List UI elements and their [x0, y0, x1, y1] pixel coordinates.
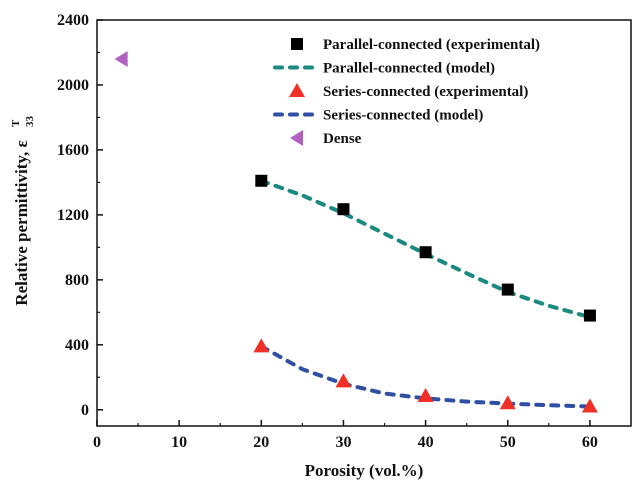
x-tick-label: 50	[500, 434, 516, 451]
y-tick-label: 1600	[57, 142, 89, 159]
series-layer	[114, 50, 598, 413]
legend-symbol-0	[291, 38, 303, 50]
y-tick-label: 2400	[57, 12, 89, 29]
data-point-2	[417, 387, 434, 402]
y-tick-label: 400	[65, 337, 89, 354]
x-tick-label: 40	[418, 434, 434, 451]
x-tick-label: 10	[171, 434, 187, 451]
y-axis-title-sub: 33	[24, 116, 36, 128]
legend-label-4: Dense	[323, 131, 362, 147]
x-tick-label: 20	[253, 434, 269, 451]
data-point-0	[337, 203, 350, 216]
legend-symbol-4	[290, 130, 303, 146]
y-tick-label: 1200	[57, 207, 89, 224]
y-tick-label: 2000	[57, 77, 89, 94]
y-axis-title-sup: T	[10, 119, 22, 127]
data-point-0	[583, 309, 596, 322]
series-line-3	[259, 344, 592, 409]
legend-label-0: Parallel-connected (experimental)	[323, 37, 540, 53]
x-axis-title: Porosity (vol.%)	[305, 461, 424, 480]
y-tick-label: 800	[65, 272, 89, 289]
data-point-2	[499, 395, 516, 410]
legend-symbol-2	[289, 83, 305, 97]
data-point-4	[114, 50, 128, 67]
x-tick-label: 0	[93, 434, 101, 451]
plot-frame	[96, 19, 632, 427]
legend-label-2: Series-connected (experimental)	[323, 84, 528, 100]
data-point-2	[335, 373, 352, 388]
data-point-0	[255, 174, 268, 187]
legend-label-3: Series-connected (model)	[323, 108, 483, 124]
data-point-0	[501, 283, 514, 296]
ticks-layer: 0 10 20 30 40 50 60 0 400 800 1200 1600 2000 2400	[57, 12, 598, 451]
data-point-2	[253, 338, 270, 353]
x-tick-label: 60	[582, 434, 598, 451]
y-axis-title: Relative permittivity, ε T 33	[10, 116, 36, 306]
x-tick-label: 30	[335, 434, 351, 451]
legend-label-1: Parallel-connected (model)	[323, 61, 495, 77]
svg-text:T: T	[10, 119, 22, 127]
y-axis-title-main: Relative permittivity, ε	[12, 140, 31, 305]
legend: Parallel-connected (experimental) Paralle…	[273, 37, 540, 147]
data-point-0	[419, 246, 432, 259]
svg-text:33: 33	[24, 116, 36, 128]
y-tick-label: 0	[81, 402, 89, 419]
data-point-2	[581, 398, 598, 413]
svg-text:Relative permittivity, ε: Relative permittivity, ε	[12, 140, 31, 305]
